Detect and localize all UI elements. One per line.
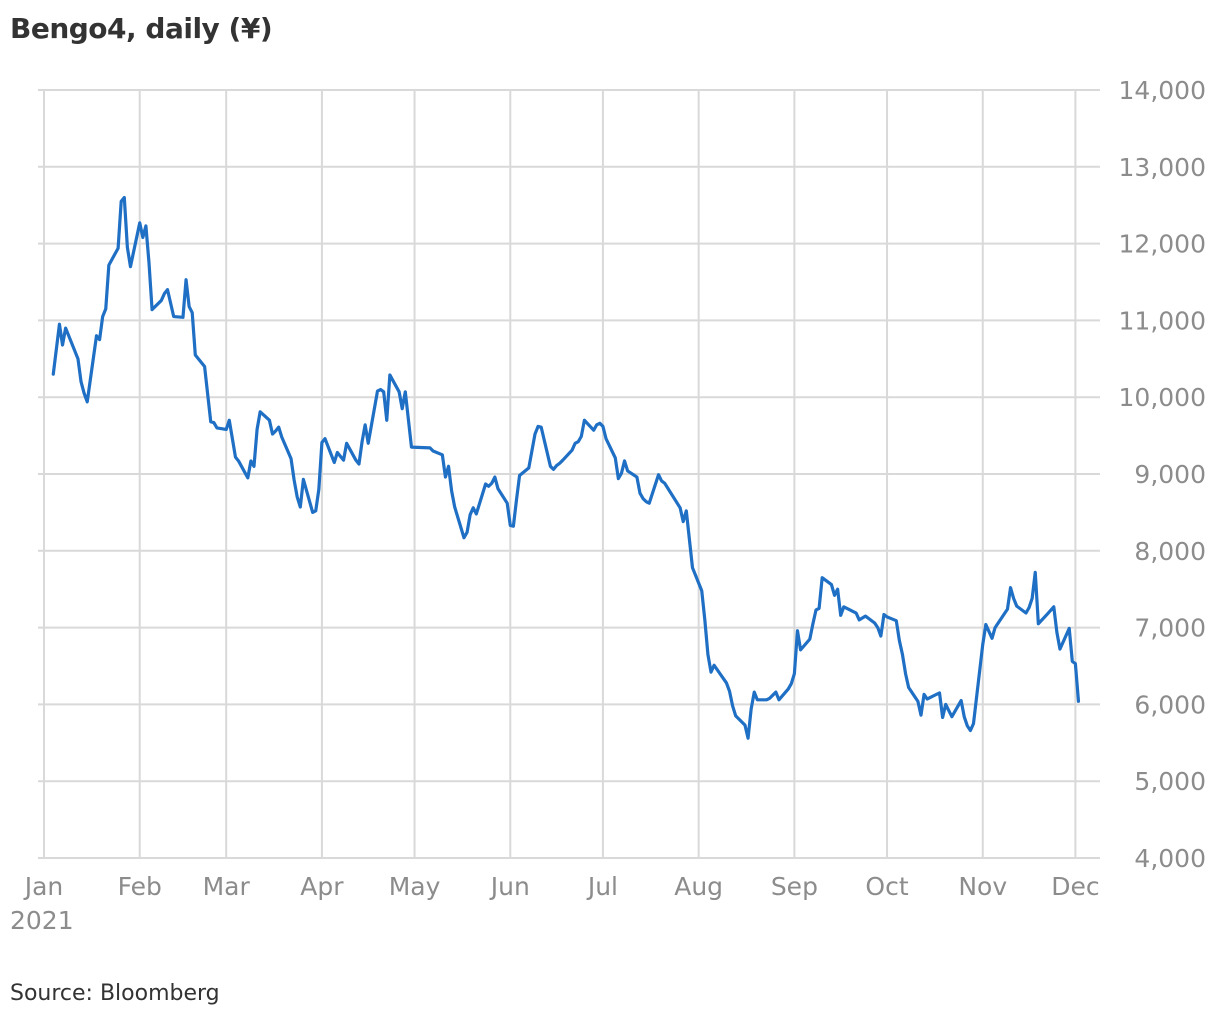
series-line [51,195,1081,740]
source-note: Source: Bloomberg [10,981,220,1006]
y-tick-label: 9,000 [1134,460,1206,489]
x-tick-label: Jan [23,872,64,901]
x-tick-label: Jul [586,872,618,901]
x-tick-label: Aug [674,872,723,901]
x-tick-label: Oct [865,872,908,901]
x-tick-label: Nov [958,872,1007,901]
x-tick-label: Feb [118,872,162,901]
series-layer [51,195,1081,740]
y-tick-label: 8,000 [1134,537,1206,566]
x-tick-label: Sep [771,872,818,901]
grid-lines [38,89,1100,859]
y-tick-label: 5,000 [1134,767,1206,796]
y-tick-label: 4,000 [1134,844,1206,873]
x-tick-label: Mar [203,872,251,901]
y-tick-label: 6,000 [1134,690,1206,719]
x-tick-label: May [389,872,441,901]
x-axis-ticks: Jan 2021 Feb Mar Apr May Jun Jul Aug Sep Oct Nov Dec [10,872,1100,935]
x-tick-label: Dec [1051,872,1099,901]
y-tick-label: 12,000 [1119,230,1206,259]
y-tick-label: 7,000 [1134,614,1206,643]
y-axis-ticks: 4,000 5,000 6,000 7,000 8,000 9,000 10,000 11,0… [1119,76,1206,873]
x-tick-label: Jun [489,872,530,901]
y-tick-label: 13,000 [1119,153,1206,182]
y-tick-label: 11,000 [1119,306,1206,335]
y-tick-label: 14,000 [1119,76,1206,105]
x-tick-year-label: 2021 [10,906,74,935]
y-tick-label: 10,000 [1119,383,1206,412]
chart-title: Bengo4, daily (¥) [10,12,273,45]
x-tick-label: Apr [300,872,344,901]
